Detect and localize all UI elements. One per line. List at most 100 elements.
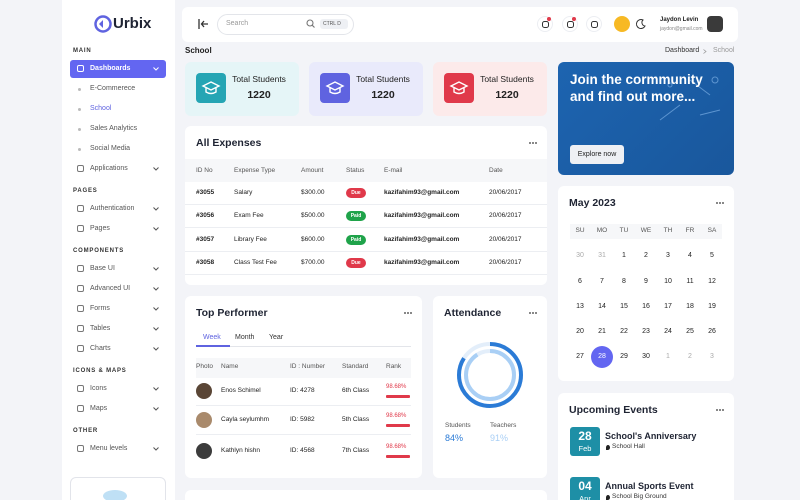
- table-cell: Salary: [234, 189, 253, 196]
- calendar-day[interactable]: 18: [686, 303, 694, 310]
- menu-item[interactable]: Social Media: [90, 145, 131, 152]
- chevron-icon: [153, 287, 159, 291]
- calendar-day[interactable]: 19: [708, 303, 716, 310]
- calendar-day[interactable]: 4: [688, 252, 692, 259]
- menu-icon: [77, 285, 84, 292]
- tab[interactable]: Month: [235, 334, 255, 341]
- row-divider: [196, 405, 411, 406]
- row-divider: [196, 434, 411, 435]
- tab[interactable]: Week: [203, 334, 221, 341]
- calendar-day[interactable]: 6: [578, 278, 582, 285]
- menu-icon: [77, 445, 84, 452]
- search-box[interactable]: [217, 14, 354, 35]
- menu-item[interactable]: Advanced UI: [90, 285, 131, 292]
- location-pin: [606, 445, 610, 450]
- calendar-day[interactable]: 2: [688, 353, 692, 360]
- stat-value: 1220: [371, 89, 395, 101]
- weekday: SU: [575, 227, 585, 234]
- calendar-day[interactable]: 24: [664, 328, 672, 335]
- table-header-cell: Amount: [301, 167, 324, 174]
- table-cell: $500.00: [301, 212, 325, 220]
- calendar-day[interactable]: 14: [598, 303, 606, 310]
- tab[interactable]: Year: [269, 334, 284, 341]
- menu-icon: [77, 65, 84, 72]
- table-cell: kazifahim93@gmail.com: [384, 258, 460, 266]
- submenu-dot: [78, 108, 81, 111]
- calendar-day[interactable]: 21: [598, 328, 606, 335]
- notification-dot: [547, 17, 551, 21]
- menu-item[interactable]: Pages: [90, 225, 110, 232]
- breadcrumb-link[interactable]: Dashboard: [665, 47, 700, 54]
- calendar-day[interactable]: 10: [664, 278, 672, 285]
- menu-item[interactable]: Maps: [90, 405, 108, 412]
- header-icon-button[interactable]: [586, 16, 602, 32]
- calendar-day[interactable]: 26: [708, 328, 716, 335]
- calendar-day[interactable]: 28: [598, 353, 606, 360]
- menu-item[interactable]: Base UI: [90, 265, 115, 272]
- menu-item[interactable]: Menu levels: [90, 445, 128, 452]
- selected-day[interactable]: [591, 346, 613, 368]
- menu-item[interactable]: Authentication: [90, 205, 135, 212]
- menu-item[interactable]: Charts: [90, 345, 111, 352]
- rank-bar: [386, 395, 410, 398]
- calendar-day[interactable]: 2: [644, 252, 648, 259]
- menu-item[interactable]: E-Commerece: [90, 85, 136, 92]
- sidebar-promo-card: [70, 477, 166, 500]
- calendar-day[interactable]: 7: [600, 278, 604, 285]
- calendar-day[interactable]: 23: [642, 328, 650, 335]
- calendar-day[interactable]: 11: [686, 278, 694, 285]
- performer-name: Kathlyn hishn: [221, 447, 261, 454]
- calendar-day[interactable]: 1: [666, 353, 670, 360]
- calendar-day[interactable]: 8: [622, 278, 626, 285]
- table-cell: 20/06/2017: [489, 212, 522, 220]
- event-month: Apr: [579, 494, 591, 500]
- active-menu-item[interactable]: [70, 60, 166, 78]
- calendar-day[interactable]: 3: [666, 252, 670, 259]
- promo-button[interactable]: [570, 145, 624, 164]
- menu-item[interactable]: Applications: [90, 165, 128, 172]
- calendar-day[interactable]: 22: [620, 328, 628, 335]
- menu-icon: [77, 305, 84, 312]
- calendar-day[interactable]: 30: [642, 353, 650, 360]
- menu-item[interactable]: Icons: [90, 385, 107, 392]
- menu-item[interactable]: Tables: [90, 325, 111, 332]
- calendar-day[interactable]: 31: [598, 252, 606, 259]
- menu-item[interactable]: Dashboards: [90, 65, 131, 72]
- calendar-day[interactable]: 25: [686, 328, 694, 335]
- calendar-day[interactable]: 15: [620, 303, 628, 310]
- more-icon: [716, 409, 724, 411]
- calendar-day[interactable]: 12: [708, 278, 716, 285]
- calendar-day[interactable]: 29: [620, 353, 628, 360]
- calendar-day[interactable]: 9: [644, 278, 648, 285]
- calendar-day[interactable]: 13: [576, 303, 584, 310]
- menu-item[interactable]: Forms: [90, 305, 110, 312]
- menu-item[interactable]: Sales Analytics: [90, 125, 138, 132]
- table-header-cell: Status: [346, 167, 365, 174]
- user-email: jaydon@gmail.com: [660, 26, 703, 32]
- location-pin: [606, 495, 610, 500]
- calendar-day[interactable]: 5: [710, 252, 714, 259]
- event-name: Annual Sports Event: [605, 481, 694, 491]
- avatar: [196, 412, 212, 428]
- card: [433, 296, 547, 478]
- theme-toggle-light[interactable]: [614, 16, 630, 32]
- graduation-cap-icon: [325, 81, 345, 95]
- event-date-box: [570, 477, 600, 500]
- calendar-day[interactable]: 16: [642, 303, 650, 310]
- promo-button-text[interactable]: Explore now: [577, 151, 617, 158]
- calendar-day[interactable]: 27: [576, 353, 584, 360]
- cloud-icon: [103, 490, 127, 500]
- calendar-day[interactable]: 1: [622, 252, 626, 259]
- menu-icon: [77, 205, 84, 212]
- menu-icon: [77, 405, 84, 412]
- calendar-day[interactable]: 20: [576, 328, 584, 335]
- weekday: MO: [596, 227, 608, 234]
- calendar-day[interactable]: 3: [710, 353, 714, 360]
- calendar-day[interactable]: 30: [576, 252, 584, 259]
- weekday: WE: [640, 227, 652, 234]
- user-avatar[interactable]: [707, 16, 723, 32]
- calendar-day[interactable]: 17: [664, 303, 672, 310]
- table-cell: 20/06/2017: [489, 258, 522, 266]
- menu-item[interactable]: School: [90, 105, 112, 112]
- table-cell: $600.00: [301, 235, 325, 243]
